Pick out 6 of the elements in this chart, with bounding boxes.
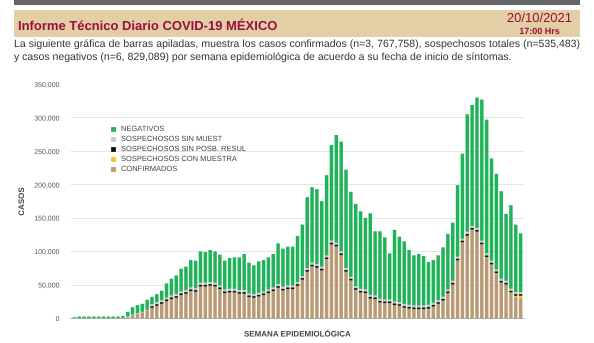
text: 17:00 Hrs (519, 26, 560, 36)
text: La siguiente gráfica de barras apiladas, muestra los casos confirmados (n=3, 767,758), sospechosos totales (n=535,483) y casos negativos (n=6, 829,089) por semana epidemiológica de acuerdo a su fecha de inicio de síntomas. (14, 38, 580, 64)
y-axis-title: CASOS (17, 186, 26, 216)
x-axis-title: SEMANA EPIDEMIOLÓGICA (244, 328, 351, 338)
chart-subtitle: 20/10/2021 (506, 10, 572, 25)
chart-title: Informe Técnico Diario COVID-19 MÉXICO (18, 17, 278, 36)
